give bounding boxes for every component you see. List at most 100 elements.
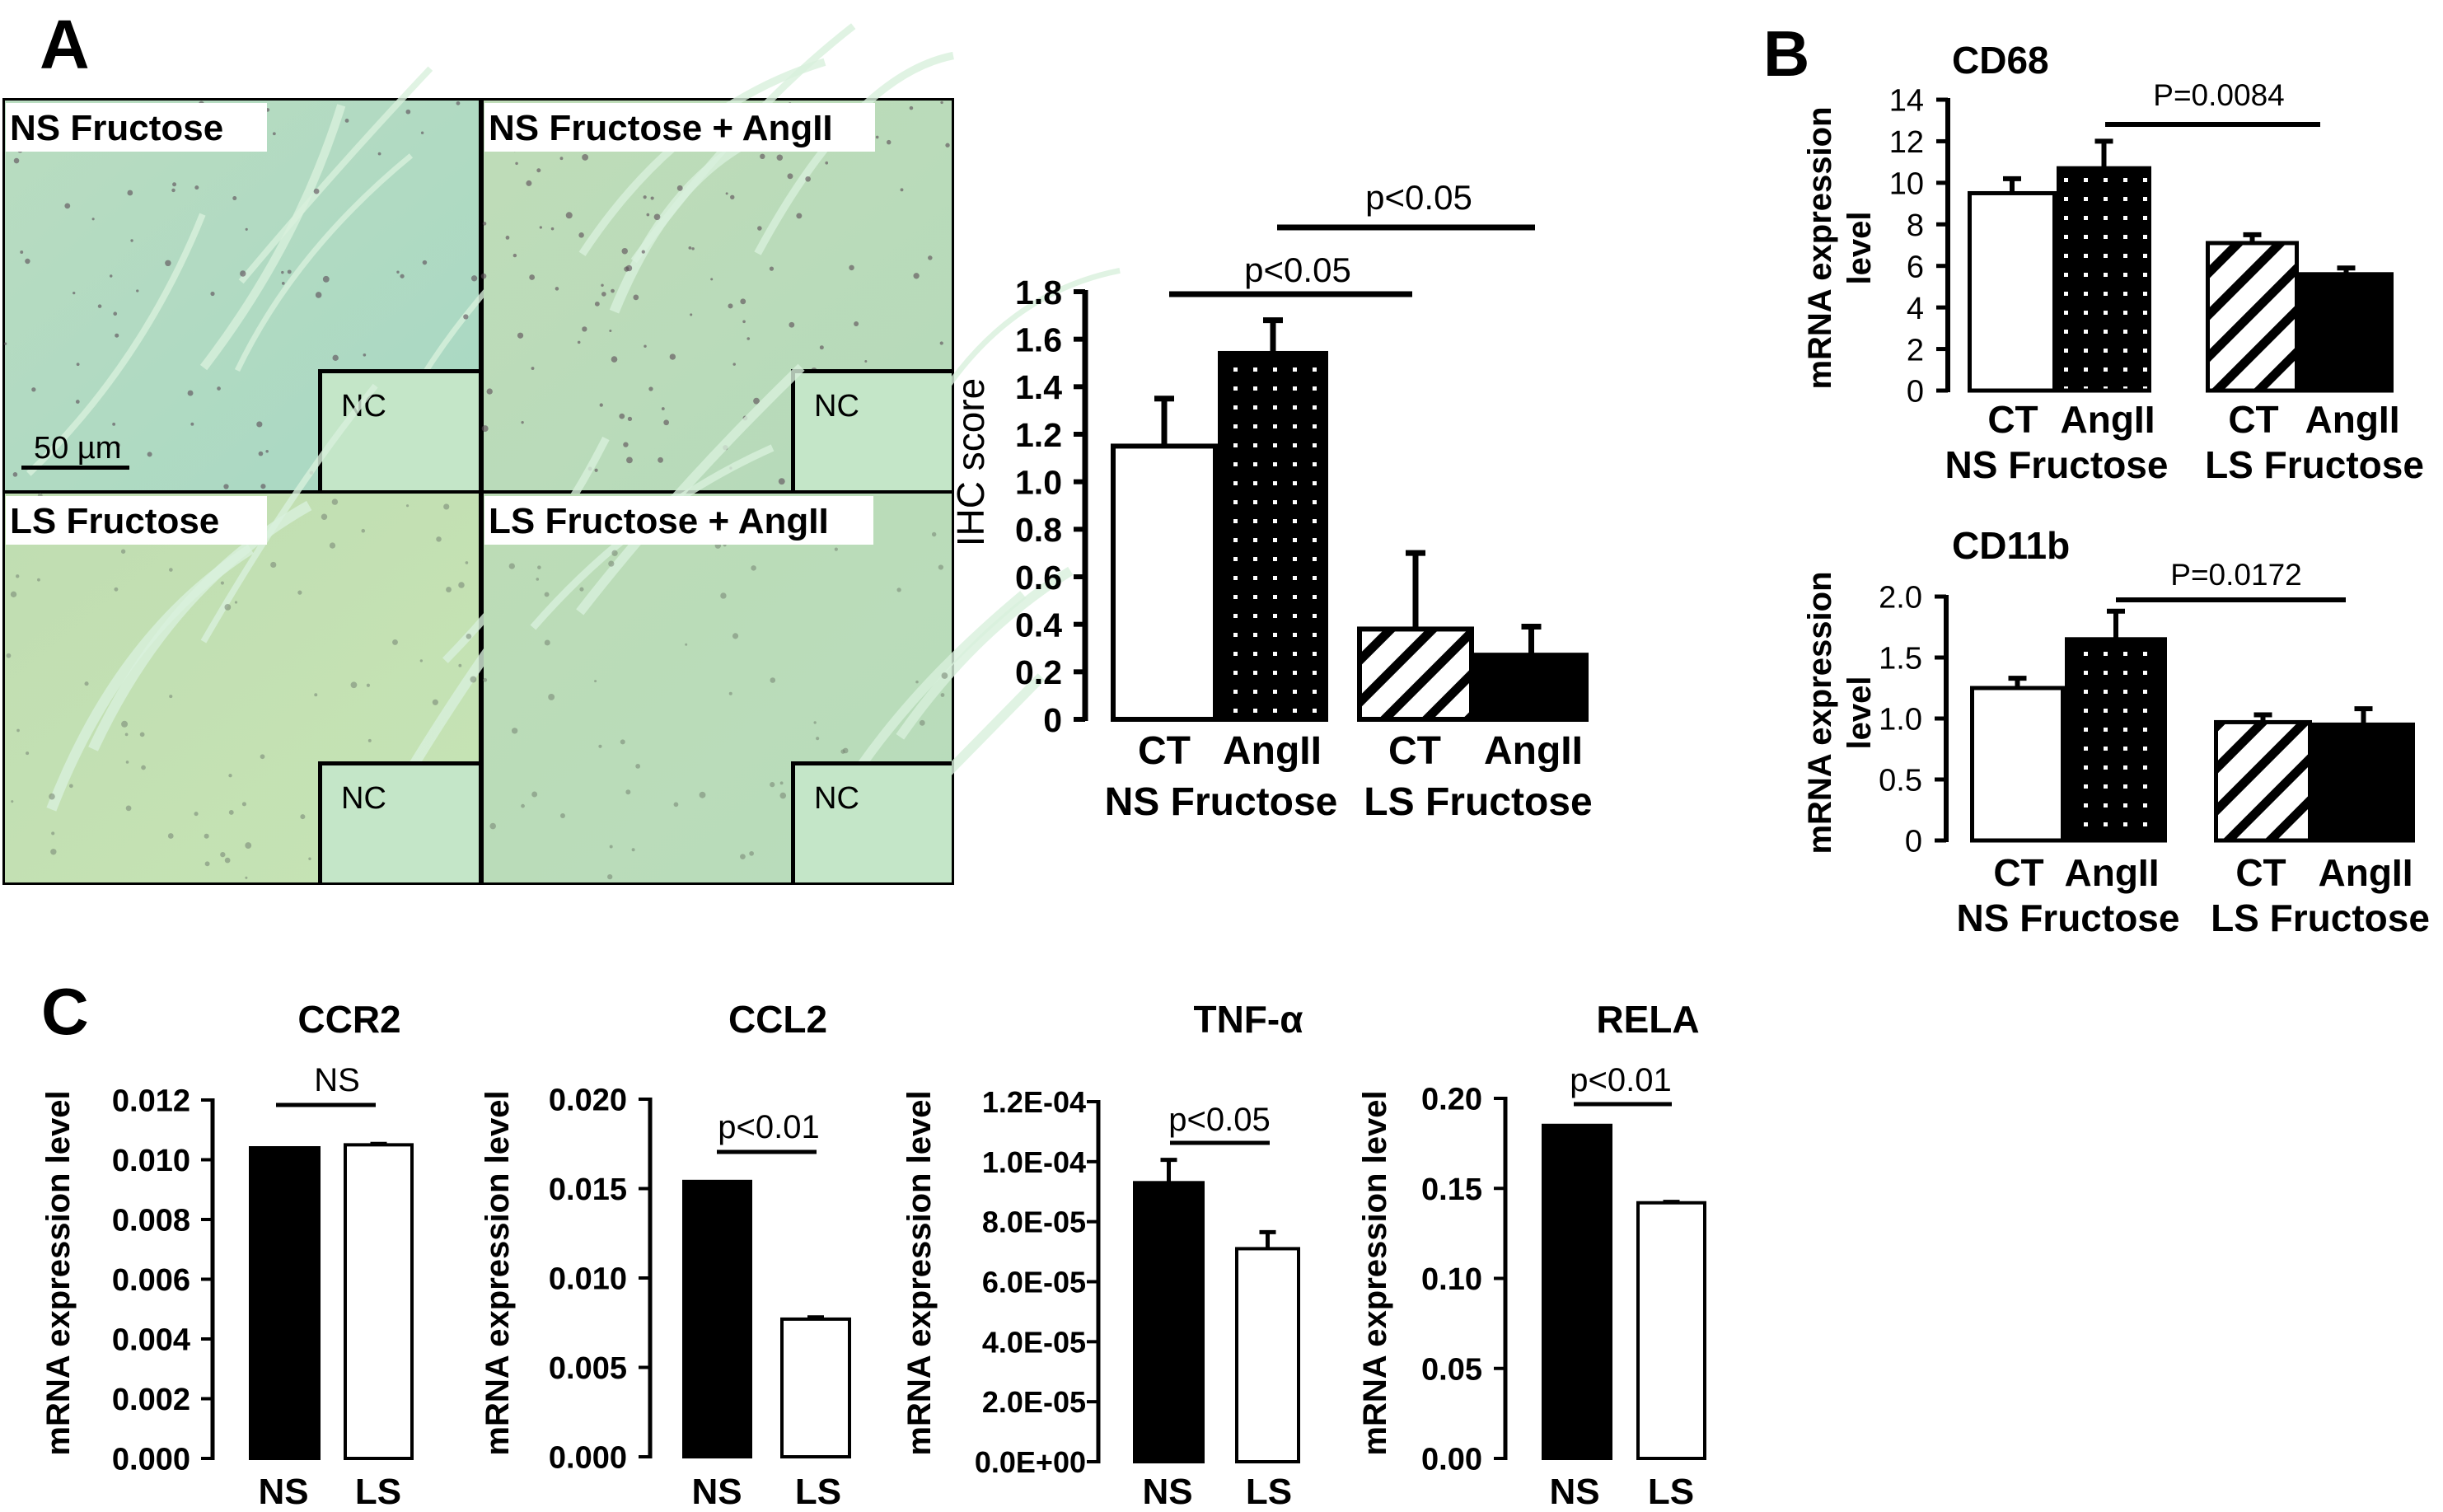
bar-ct: [2214, 719, 2312, 843]
nucleus-dot: [559, 157, 564, 161]
tissue-streak: [199, 104, 346, 371]
y-axis-label: mRNA expression: [1802, 106, 1838, 389]
nc-inset-image: [322, 373, 479, 490]
nucleus-dot: [64, 203, 71, 209]
nucleus-dot: [653, 213, 661, 221]
panel-letter-c: C: [41, 975, 89, 1048]
nucleus-dot: [258, 451, 264, 456]
nucleus-dot: [625, 789, 631, 795]
nucleus-dot: [73, 292, 76, 295]
tissue-streak: [46, 544, 254, 812]
nucleus-dot: [169, 568, 173, 572]
y-tick-label: 1.5: [1879, 642, 1922, 676]
nucleus-dot: [392, 639, 398, 645]
nucleus-dot: [919, 719, 925, 726]
y-tick-label: 0.002: [112, 1383, 190, 1417]
nucleus-dot: [396, 270, 400, 274]
nucleus-dot: [579, 587, 584, 592]
nucleus-dot: [536, 578, 540, 581]
nucleus-dot: [544, 592, 550, 597]
y-tick-label: 1.6: [1015, 321, 1062, 358]
bar-ct: [1968, 190, 2057, 393]
nucleus-dot: [228, 810, 234, 815]
nucleus-dot: [779, 781, 784, 785]
nucleus-dot: [204, 833, 209, 839]
nucleus-dot: [377, 152, 381, 156]
x-category-label: AngII: [2305, 398, 2400, 441]
nucleus-dot: [770, 782, 775, 788]
nucleus-dot: [228, 774, 232, 778]
nucleus-dot: [555, 287, 559, 291]
y-tick-label: 14: [1889, 84, 1924, 119]
y-tick-label: 4.0E-05: [982, 1325, 1086, 1359]
nucleus-dot: [136, 289, 139, 293]
nucleus-dot: [321, 513, 328, 520]
bar-ct: [1111, 443, 1218, 723]
y-tick-label: 1.2: [1015, 416, 1062, 454]
x-category-label: AngII: [1484, 729, 1583, 773]
nucleus-dot: [531, 367, 535, 371]
nucleus-dot: [536, 168, 541, 173]
nucleus-dot: [120, 549, 126, 554]
significance-label: P=0.0084: [2153, 78, 2284, 112]
chart-title: RELA: [1596, 998, 1699, 1041]
micrograph-label: NS Fructose: [10, 108, 223, 148]
nucleus-dot: [620, 739, 625, 745]
x-category-label: CT: [1138, 729, 1191, 773]
nucleus-dot: [270, 561, 277, 569]
nucleus-dot: [287, 269, 292, 274]
nucleus-dot: [521, 803, 525, 808]
nucleus-dot: [400, 274, 405, 279]
y-tick-label: 0.6: [1015, 559, 1062, 597]
nucleus-dot: [619, 413, 625, 419]
nucleus-dot: [886, 139, 892, 145]
nucleus-dot: [819, 345, 824, 350]
x-category-label: CT: [2228, 398, 2278, 441]
nucleus-dot: [728, 303, 733, 309]
nucleus-dot: [300, 814, 306, 820]
nucleus-dot: [405, 504, 410, 508]
x-group-label: LS Fructose: [2211, 896, 2430, 939]
y-tick-label: 0.05: [1421, 1352, 1482, 1387]
nucleus-dot: [322, 275, 330, 283]
nucleus-dot: [505, 236, 510, 240]
bar-angii: [2065, 637, 2167, 843]
nucleus-dot: [204, 861, 210, 867]
micrograph-label: NS Fructose + AngII: [489, 108, 833, 148]
x-category-label: LS: [355, 1472, 401, 1512]
nucleus-dot: [548, 693, 555, 700]
nucleus-dot: [121, 720, 129, 728]
nucleus-dot: [223, 484, 229, 489]
nucleus-dot: [458, 663, 462, 667]
y-tick-label: 0: [1043, 701, 1062, 739]
nucleus-dot: [526, 180, 532, 186]
bar-chart-tnf-: 0.0E+00 2.0E-05 4.0E-05 6.0E-05 8.0E-05 1.0E-…: [901, 998, 1303, 1512]
x-group-label: NS Fructose: [1105, 780, 1338, 824]
panel-letter-b: B: [1763, 17, 1809, 90]
chart-title: CCL2: [728, 998, 827, 1041]
nucleus-dot: [749, 850, 754, 856]
chart-title: CD11b: [1952, 524, 2070, 567]
nucleus-dot: [470, 275, 478, 282]
y-tick-label: 0.0E+00: [975, 1445, 1086, 1479]
nucleus-dot: [240, 270, 246, 277]
x-category-label: AngII: [1223, 729, 1322, 773]
nucleus-dot: [366, 683, 371, 687]
nucleus-dot: [220, 851, 226, 858]
nucleus-dot: [941, 672, 948, 679]
nucleus-dot: [725, 192, 728, 195]
nucleus-dot: [130, 239, 133, 242]
nucleus-dot: [646, 213, 650, 217]
nucleus-dot: [315, 292, 322, 298]
nc-inset-image: [795, 373, 952, 490]
nucleus-dot: [658, 456, 663, 463]
bar-angii: [2057, 166, 2151, 393]
nucleus-dot: [508, 563, 515, 569]
charts: 0 0.2 0.4 0.6 0.8 1.0 1.2 1.4 1.6 1.8 CT AngII CT Ang…: [40, 39, 2430, 1512]
nc-inset-label: NC: [341, 781, 386, 816]
chart-title: CCR2: [297, 998, 400, 1041]
nucleus-dot: [171, 188, 176, 193]
nucleus-dot: [26, 751, 30, 756]
nc-inset-image: [322, 765, 479, 882]
